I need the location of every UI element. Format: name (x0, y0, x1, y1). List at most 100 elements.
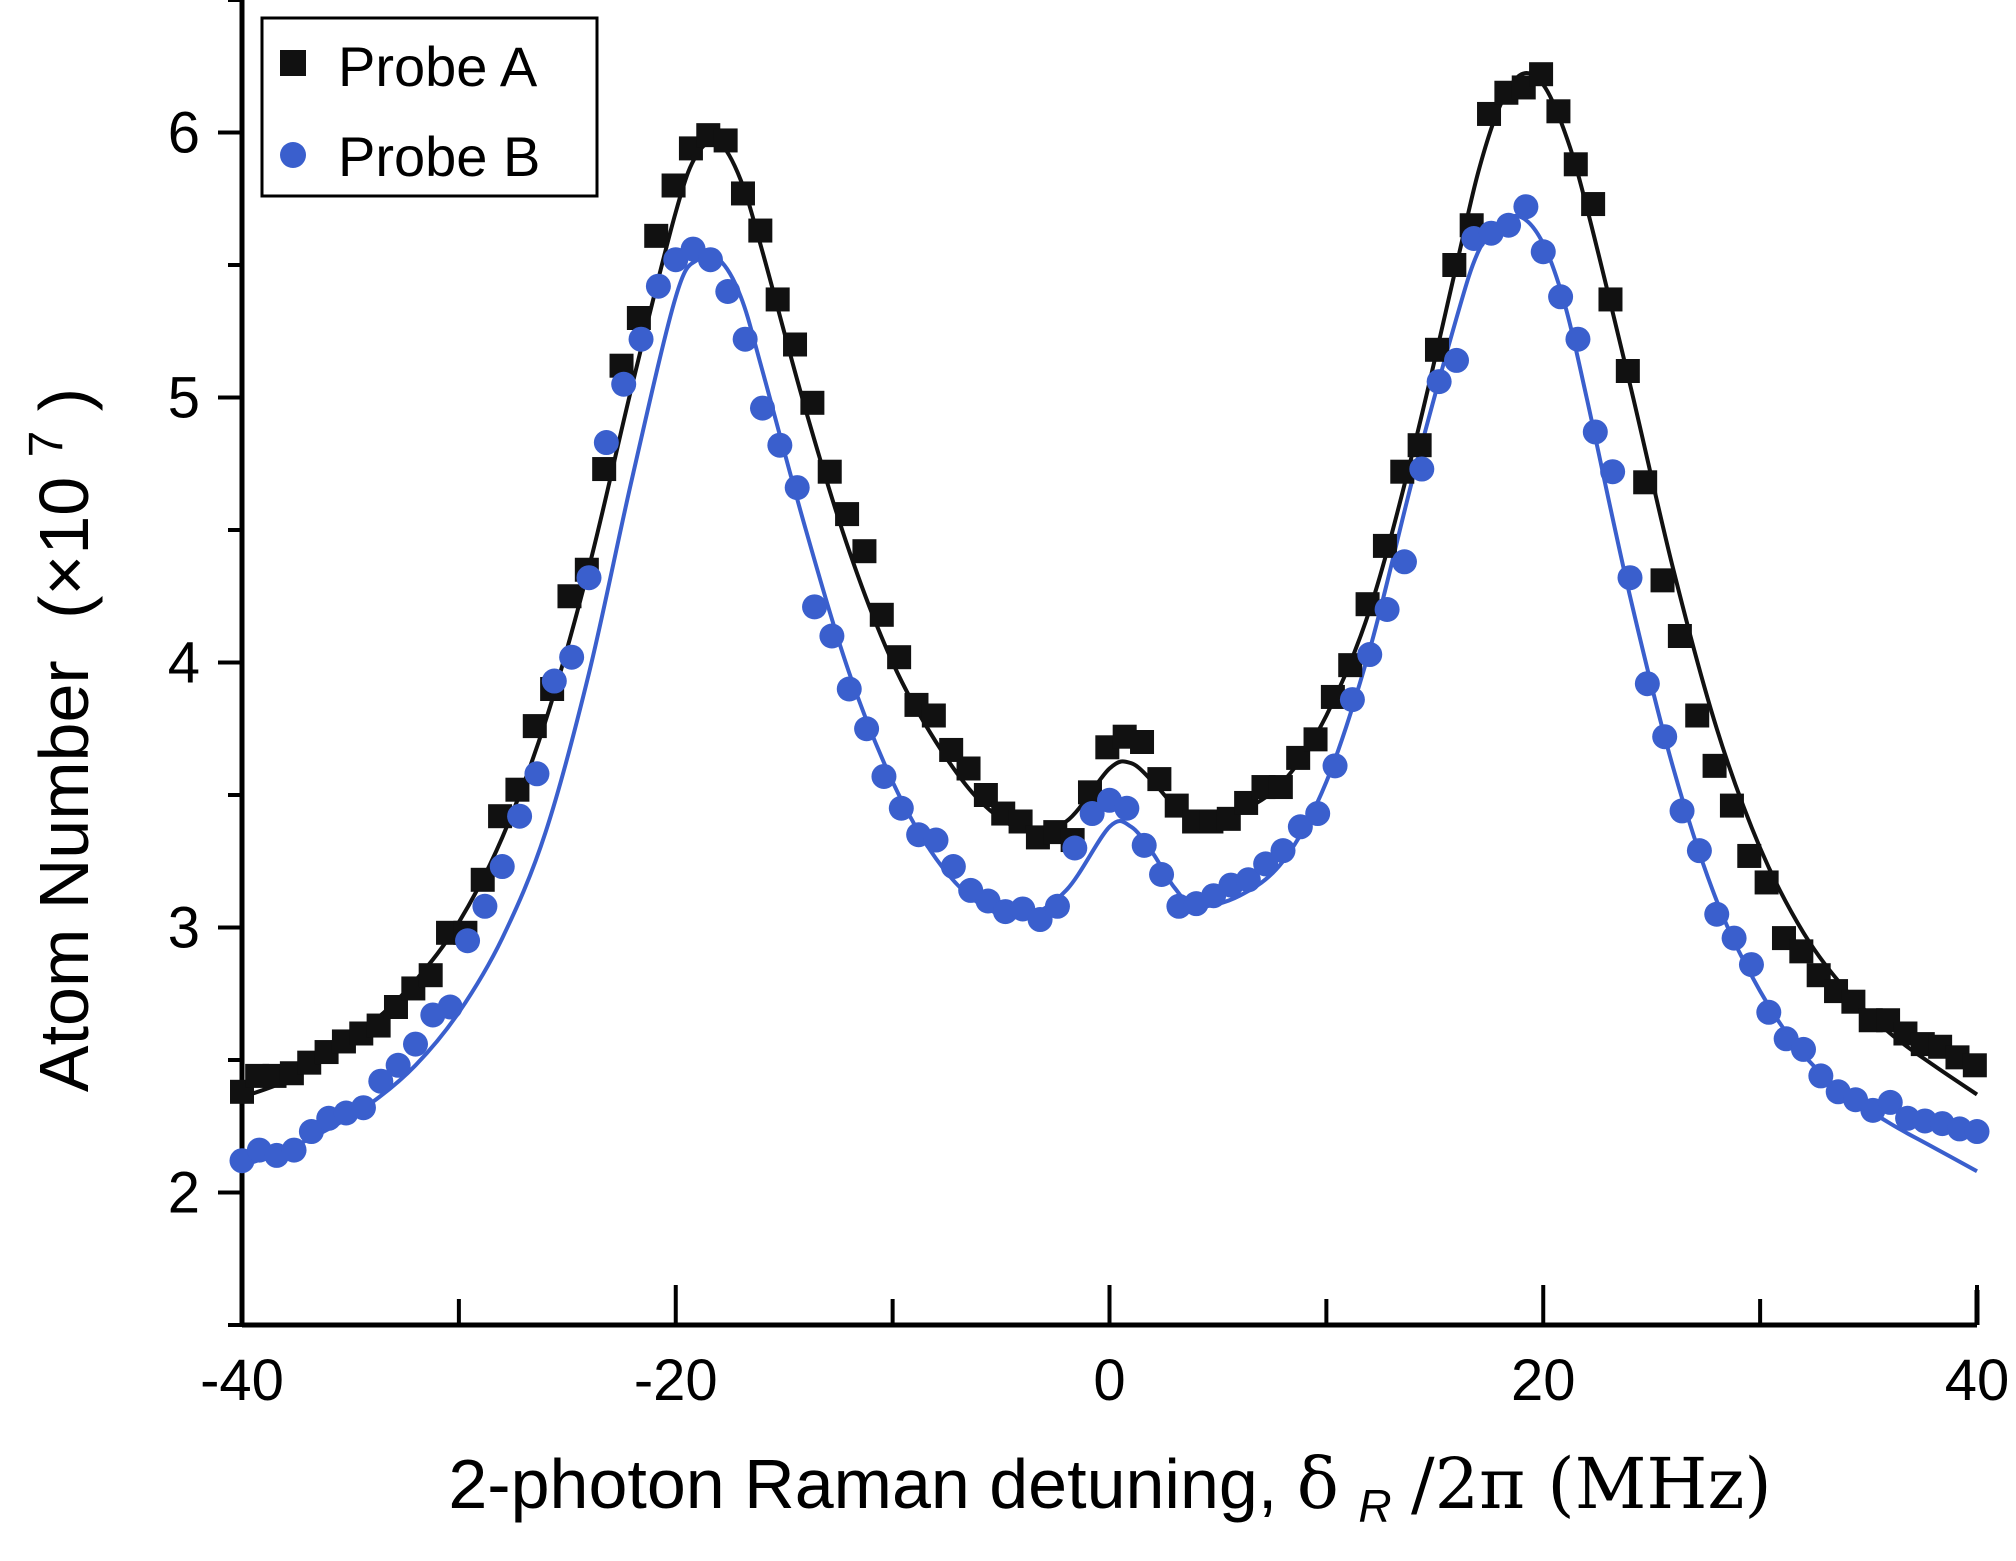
data-point-probe-b (368, 1068, 394, 1094)
data-point-probe-b (1114, 795, 1140, 821)
data-point-probe-b (593, 430, 619, 456)
y-tick-label: 4 (168, 631, 200, 696)
data-point-probe-b (1704, 901, 1730, 927)
legend-box (260, 16, 599, 198)
data-point-probe-b (1652, 724, 1678, 750)
y-axis-title-main: Atom Number (25, 660, 103, 1092)
data-point-probe-b (819, 623, 845, 649)
data-point-probe-b (1565, 326, 1591, 352)
data-point-probe-b (628, 326, 654, 352)
data-point-probe-b (350, 1095, 376, 1121)
data-point-probe-b (802, 594, 828, 620)
legend-label-probe-a: Probe A (338, 35, 538, 98)
data-point-probe-a (765, 287, 790, 312)
data-point-probe-b (489, 854, 515, 880)
data-point-probe-b (1305, 801, 1331, 827)
data-point-probe-b (888, 795, 914, 821)
data-point-probe-a (1372, 533, 1397, 558)
legend-marker-probe-b (280, 142, 306, 168)
data-point-probe-a (730, 181, 755, 206)
data-point-probe-a (505, 777, 530, 802)
data-point-probe-b (1877, 1089, 1903, 1115)
data-point-probe-b (1791, 1036, 1816, 1062)
data-point-probe-b (1964, 1119, 1990, 1145)
data-point-probe-a (956, 756, 981, 781)
data-point-probe-a (661, 173, 686, 198)
data-point-probe-a (817, 459, 842, 484)
data-point-probe-b (1391, 549, 1417, 575)
data-point-probe-b (1079, 801, 1105, 827)
y-axis-title-unit-open: (×10 (25, 477, 103, 619)
y-tick-label: 5 (168, 366, 200, 431)
data-point-probe-a (783, 332, 808, 357)
data-point-probe-a (1962, 1053, 1987, 1078)
data-point-probe-b (385, 1052, 411, 1078)
data-point-probe-a (921, 703, 946, 728)
data-point-probe-b (645, 273, 671, 299)
x-tick-label: -40 (200, 1348, 284, 1413)
x-tick-label: 0 (1093, 1348, 1125, 1413)
data-point-probe-a (1268, 775, 1293, 800)
y-axis-title-exponent: 7 (20, 431, 73, 458)
data-point-probe-a (869, 602, 894, 627)
data-point-probe-b (1149, 862, 1175, 887)
data-point-probe-a (1685, 703, 1710, 728)
data-point-probe-b (1426, 369, 1452, 395)
x-axis-title-subscript: R (1358, 1480, 1391, 1532)
data-point-probe-a (1650, 568, 1675, 593)
data-point-probe-b (732, 326, 758, 352)
data-point-probe-b (1721, 925, 1747, 951)
data-point-probe-a (626, 306, 651, 330)
data-point-probe-b (437, 994, 463, 1020)
data-point-probe-b (750, 395, 775, 421)
data-point-probe-b (1686, 838, 1712, 864)
data-point-probe-b (940, 854, 966, 880)
legend-marker-probe-a (280, 50, 306, 76)
data-point-probe-b (767, 432, 793, 458)
data-point-probe-a (835, 502, 860, 527)
data-point-probe-b (1444, 347, 1469, 373)
data-point-probe-b (1357, 642, 1383, 668)
data-point-probe-a (1442, 253, 1467, 277)
x-tick-label: -20 (634, 1348, 718, 1413)
data-point-probe-b (1808, 1063, 1834, 1089)
fit-curves (241, 71, 1979, 1174)
data-point-probe-b (1409, 456, 1435, 482)
data-point-probe-b (1062, 835, 1088, 861)
x-axis-title-post: /2π (MHz) (1411, 1443, 1772, 1525)
x-tick-label: 40 (1945, 1348, 2010, 1413)
data-point-probe-b (697, 247, 723, 273)
y-axis-title-unit-close: ) (25, 388, 103, 411)
data-point-probe-b (1270, 838, 1296, 864)
data-point-probe-b (1548, 284, 1574, 310)
data-point-probe-b (1738, 952, 1764, 978)
data-point-probe-b (923, 827, 949, 853)
data-point-probe-b (559, 644, 585, 670)
legend-label-probe-b: Probe B (338, 125, 540, 188)
data-point-probe-a (1719, 793, 1744, 818)
data-point-probe-b (541, 668, 567, 694)
data-point-probe-a (1130, 730, 1155, 754)
data-point-probe-a (713, 128, 738, 153)
x-axis-title: 2-photon Raman detuning, δ R /2π (MHz) (448, 1443, 1771, 1537)
data-point-probe-a (1581, 192, 1606, 217)
data-point-probe-a (1633, 470, 1658, 495)
data-point-probe-a (800, 390, 825, 415)
data-point-probe-b (1235, 867, 1261, 893)
data-point-probe-b (1756, 999, 1782, 1025)
data-point-probe-a (748, 218, 773, 243)
y-tick-label: 2 (168, 1161, 200, 1226)
data-point-probe-a (1754, 870, 1779, 895)
data-points (229, 62, 1990, 1174)
data-point-probe-a (1303, 727, 1328, 752)
svg-text:Atom Number (×10 7: Atom Number (×10 7 ) (0, 388, 103, 1092)
data-point-probe-b (1131, 832, 1157, 858)
data-point-probe-b (1669, 798, 1695, 824)
data-point-probe-a (1789, 939, 1814, 964)
legend: Probe A Probe B (260, 16, 599, 198)
data-point-probe-b (1322, 753, 1348, 779)
y-axis-title: Atom Number (×10 7 ) (0, 388, 103, 1092)
data-point-probe-a (1529, 62, 1554, 87)
data-point-probe-a (1563, 152, 1588, 177)
data-point-probe-b (455, 928, 481, 954)
